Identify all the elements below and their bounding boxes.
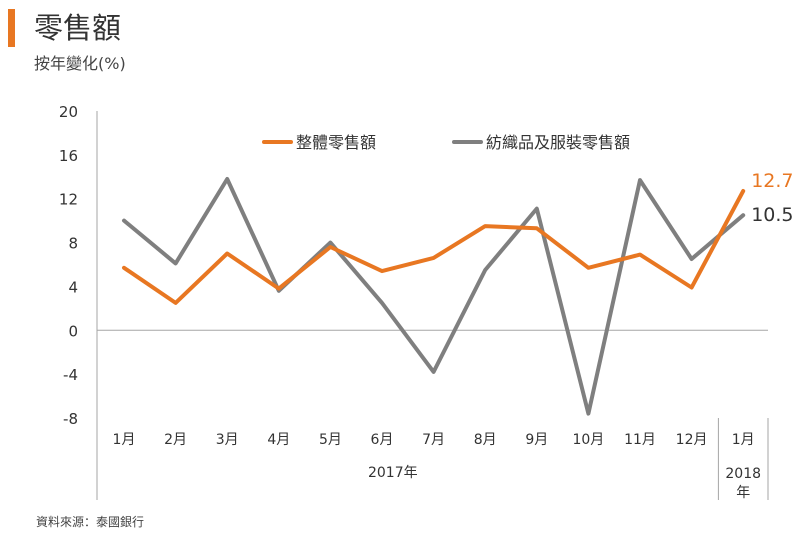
year-group-label: 2018 xyxy=(725,466,761,482)
source-note: 資料來源：泰國銀行 xyxy=(36,515,145,529)
y-tick-label: 0 xyxy=(68,322,78,340)
y-tick-label: 8 xyxy=(68,235,78,253)
x-tick-label: 4月 xyxy=(267,432,290,448)
legend-label: 整體零售額 xyxy=(296,133,376,152)
x-tick-label: 7月 xyxy=(422,432,445,448)
series-end-label: 12.7 xyxy=(751,170,793,192)
year-group-label: 2017年 xyxy=(368,465,418,481)
series-end-label: 10.5 xyxy=(751,204,793,226)
x-tick-label: 10月 xyxy=(572,432,604,448)
y-tick-label: 12 xyxy=(59,191,78,209)
x-tick-label: 8月 xyxy=(474,432,497,448)
x-tick-label: 6月 xyxy=(371,432,394,448)
x-tick-label: 5月 xyxy=(319,432,342,448)
y-tick-label: -4 xyxy=(63,366,78,384)
series-line-1 xyxy=(122,189,746,305)
x-tick-label: 12月 xyxy=(676,432,708,448)
series-line-2 xyxy=(122,177,746,416)
x-tick-label: 9月 xyxy=(525,432,548,448)
x-tick-label: 2月 xyxy=(164,432,187,448)
x-tick-label: 3月 xyxy=(216,432,239,448)
year-group-label: 年 xyxy=(736,485,750,501)
x-tick-label: 1月 xyxy=(113,432,136,448)
chart-subtitle: 按年變化(%) xyxy=(34,54,126,73)
title-accent-bar xyxy=(8,9,15,47)
x-tick-label: 1月 xyxy=(732,432,755,448)
y-tick-label: 16 xyxy=(59,147,78,165)
legend-label: 紡織品及服裝零售額 xyxy=(486,133,630,152)
chart-title: 零售額 xyxy=(34,11,122,45)
y-tick-label: -8 xyxy=(63,410,78,428)
x-tick-label: 11月 xyxy=(624,432,656,448)
y-tick-label: 20 xyxy=(59,103,78,121)
y-tick-label: 4 xyxy=(68,278,78,296)
